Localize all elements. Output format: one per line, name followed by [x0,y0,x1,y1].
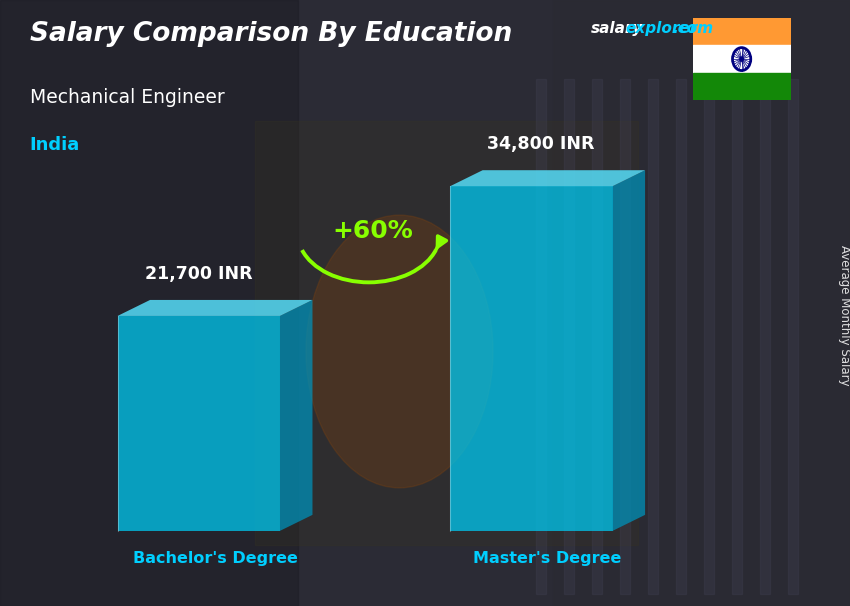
Bar [732,79,742,594]
Bar [693,73,791,100]
Polygon shape [117,316,280,531]
Polygon shape [613,170,645,531]
Polygon shape [117,300,313,316]
Polygon shape [450,170,645,186]
Polygon shape [450,186,613,531]
Bar [0,0,298,606]
Text: salary: salary [591,21,643,36]
Text: 21,700 INR: 21,700 INR [145,265,252,283]
Bar [760,79,770,594]
Bar [648,79,658,594]
Bar [704,79,714,594]
Circle shape [740,57,743,61]
Bar [676,79,686,594]
Bar [788,79,798,594]
Text: India: India [30,136,80,155]
Text: Mechanical Engineer: Mechanical Engineer [30,88,224,107]
Text: Bachelor's Degree: Bachelor's Degree [133,551,298,566]
Ellipse shape [306,215,493,488]
Bar [693,18,791,45]
Text: Average Monthly Salary: Average Monthly Salary [837,245,850,385]
Bar [693,45,791,73]
Text: Master's Degree: Master's Degree [473,551,622,566]
Text: Salary Comparison By Education: Salary Comparison By Education [30,21,512,47]
Bar [564,79,574,594]
Bar [592,79,602,594]
Text: explorer: explorer [626,21,698,36]
Bar [255,121,638,545]
Bar [536,79,546,594]
Text: +60%: +60% [332,219,413,242]
Polygon shape [280,300,313,531]
Text: .com: .com [672,21,713,36]
Text: 34,800 INR: 34,800 INR [487,135,595,153]
Bar [552,0,850,606]
Bar [620,79,630,594]
